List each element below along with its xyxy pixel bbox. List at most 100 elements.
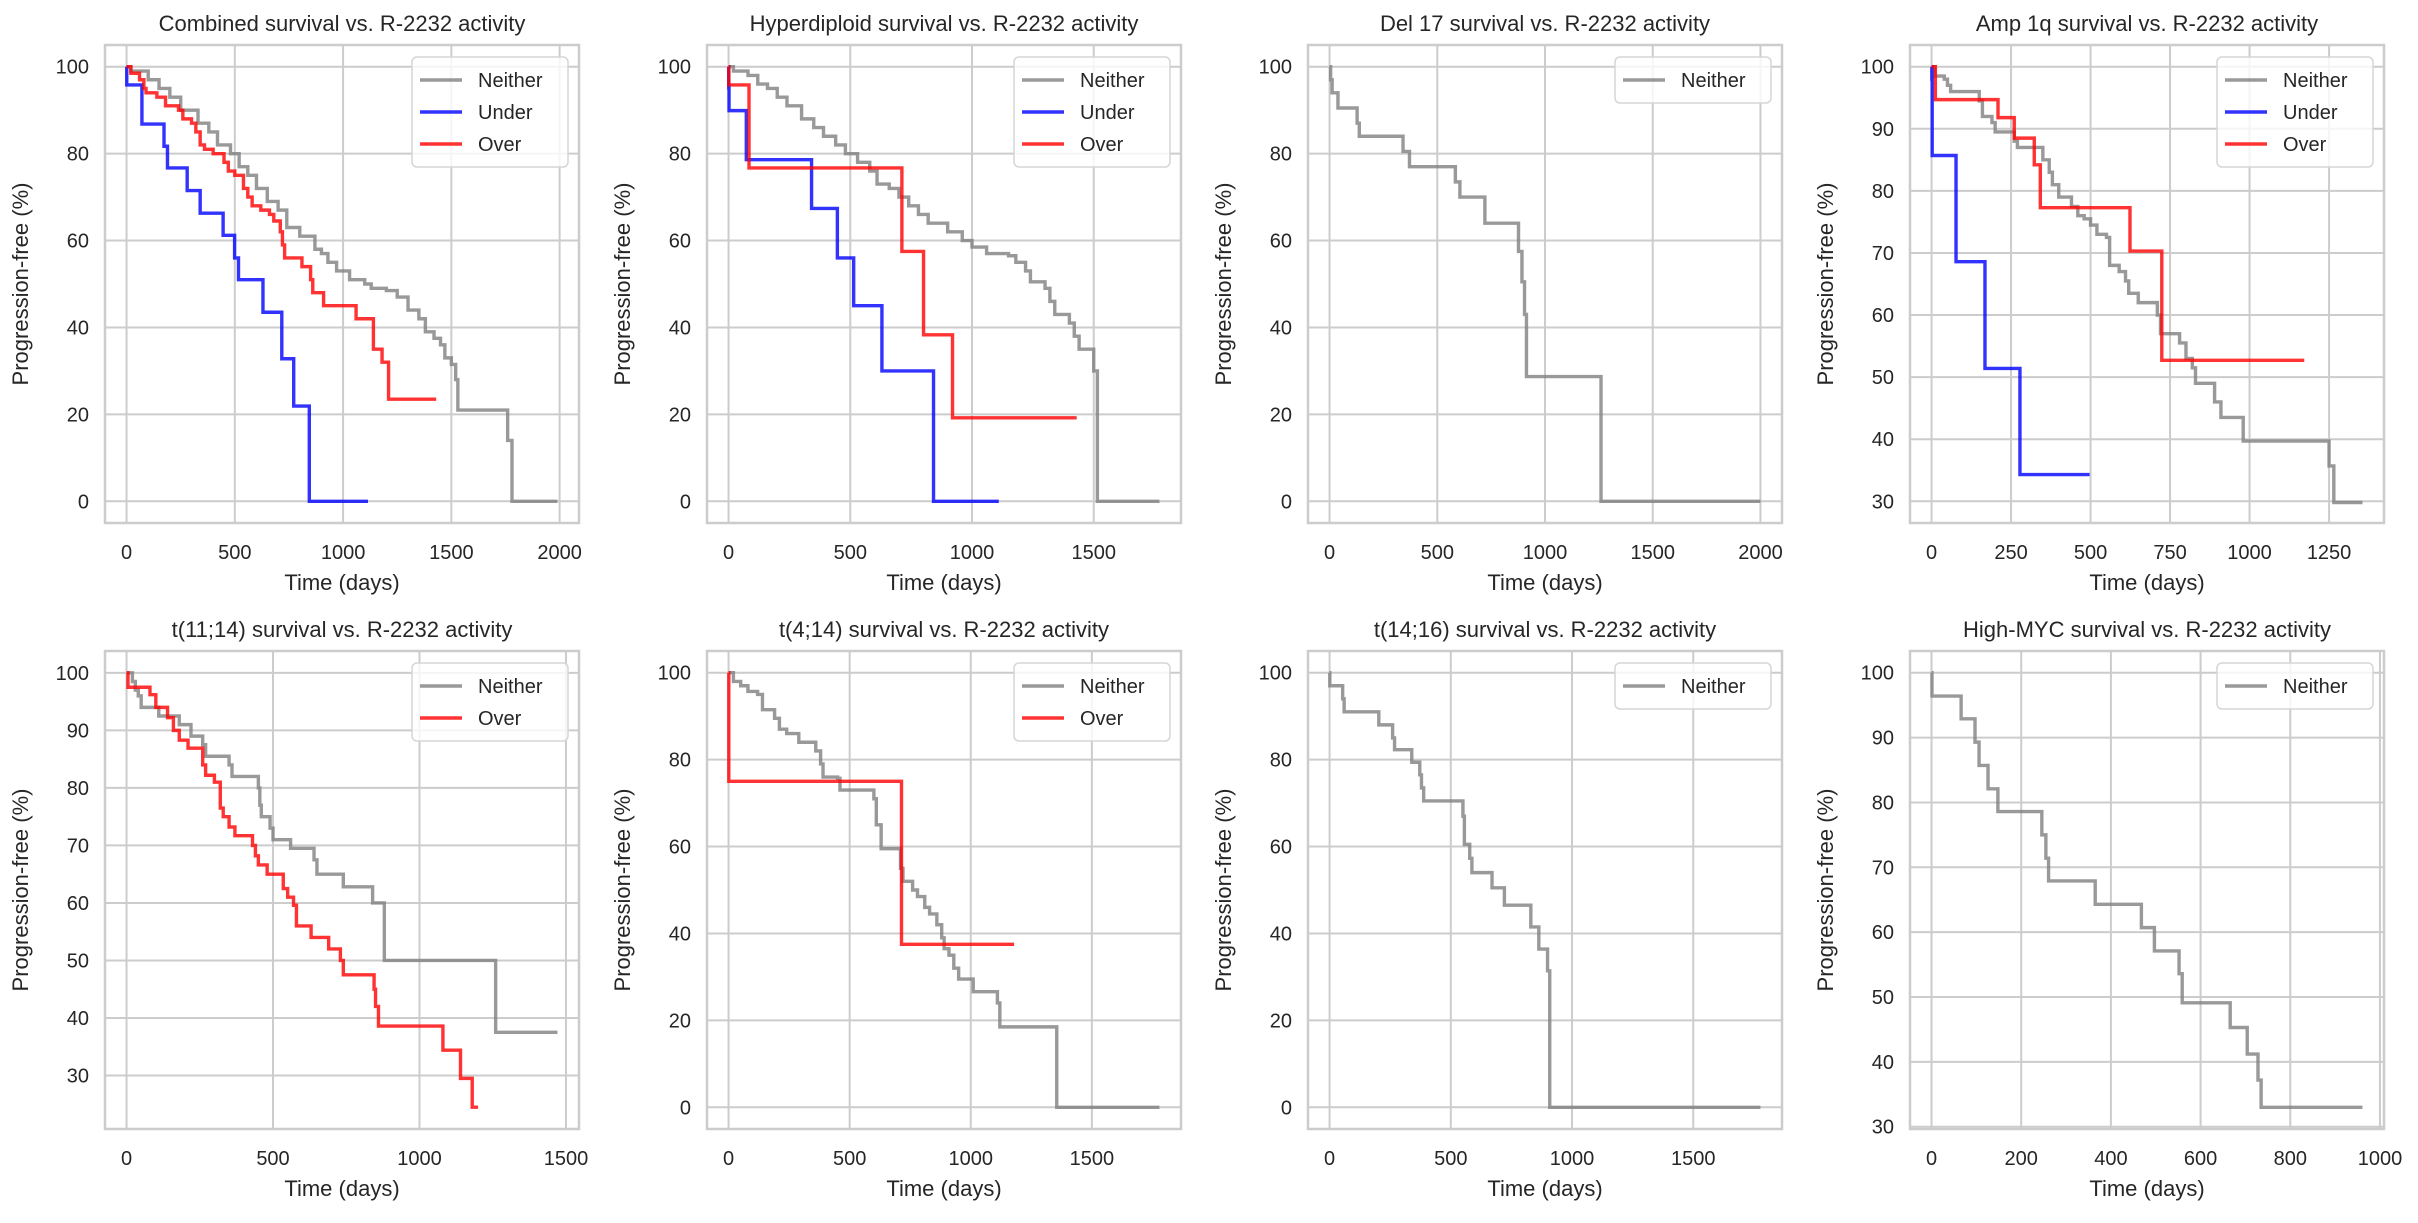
- y-tick-label: 0: [1281, 491, 1292, 513]
- y-tick-label: 80: [1270, 144, 1292, 166]
- legend-box: [2216, 56, 2374, 168]
- y-tick-label: 100: [56, 57, 89, 79]
- legend: Neither Over: [411, 662, 569, 742]
- y-tick-label: 0: [1281, 1097, 1292, 1119]
- chart-title: High-MYC survival vs. R-2232 activity: [1963, 617, 2331, 642]
- legend-item-neither: Neither: [1022, 70, 1145, 92]
- legend-item-over: Over: [1022, 708, 1124, 730]
- legend-box: [1614, 662, 1772, 710]
- legend-item-neither: Neither: [1623, 70, 1746, 92]
- survival-curve-over: [1931, 65, 2305, 363]
- curves: [1328, 65, 1761, 503]
- gridlines: [1910, 651, 2384, 1129]
- legend-item-neither: Neither: [2225, 676, 2348, 698]
- y-tick-label: 60: [1872, 922, 1894, 944]
- y-tick-label: 70: [67, 835, 89, 857]
- x-tick-label: 0: [723, 542, 734, 564]
- curves: [1328, 671, 1761, 1109]
- x-tick-label: 2000: [1738, 542, 1783, 564]
- subplot-3: Del 17 survival vs. R-2232 activity 0 500 1…: [1211, 11, 1784, 595]
- y-tick-label: 100: [56, 663, 89, 685]
- survival-curve-under: [727, 65, 999, 503]
- curves: [1930, 65, 2363, 505]
- legend-label: Neither: [1080, 70, 1145, 92]
- y-tick-label: 100: [1861, 57, 1894, 79]
- y-tick-label: 40: [669, 317, 691, 339]
- y-tick-label: 30: [1872, 491, 1894, 513]
- axes-frame: [1306, 649, 1784, 1131]
- survival-curve-neither: [728, 65, 1160, 503]
- x-tick-label: 1000: [949, 1148, 994, 1170]
- y-tick-label: 40: [67, 1008, 89, 1030]
- x-tick-label: 1500: [1671, 1148, 1716, 1170]
- x-axis-label: Time (days): [2089, 1176, 2204, 1201]
- y-tick-label: 40: [1872, 1052, 1894, 1074]
- axes-frame: [1306, 43, 1784, 525]
- y-tick-label: 0: [78, 491, 89, 513]
- y-axis-label: Progression-free (%): [610, 789, 635, 992]
- x-tick-label: 500: [2074, 542, 2107, 564]
- chart-title: t(14;16) survival vs. R-2232 activity: [1374, 617, 1716, 642]
- x-tick-label: 500: [834, 542, 867, 564]
- x-axis-label: Time (days): [284, 1176, 399, 1201]
- gridlines: [1308, 651, 1782, 1129]
- legend-label: Neither: [1681, 676, 1746, 698]
- x-tick-label: 800: [2274, 1148, 2307, 1170]
- y-axis-label: Progression-free (%): [1211, 789, 1236, 992]
- survival-curve-under: [125, 65, 368, 503]
- curves: [727, 65, 1160, 503]
- x-tick-label: 2000: [537, 542, 582, 564]
- legend-item-neither: Neither: [420, 70, 543, 92]
- x-axis-label: Time (days): [284, 570, 399, 595]
- legend-item-over: Over: [2225, 134, 2327, 156]
- y-tick-label: 100: [658, 57, 691, 79]
- y-tick-label: 90: [67, 720, 89, 742]
- legend-box: [1013, 662, 1171, 742]
- y-tick-label: 80: [669, 144, 691, 166]
- x-axis-label: Time (days): [886, 1176, 1001, 1201]
- curves: [126, 671, 558, 1109]
- x-tick-label: 1500: [544, 1148, 589, 1170]
- curves: [125, 65, 558, 503]
- x-axis-label: Time (days): [886, 570, 1001, 595]
- legend: Neither Under Over: [411, 56, 569, 168]
- survival-curve-neither: [1931, 65, 2363, 505]
- legend-item-over: Over: [420, 134, 522, 156]
- legend-label: Neither: [2283, 70, 2348, 92]
- y-tick-label: 80: [669, 750, 691, 772]
- y-tick-label: 80: [1872, 792, 1894, 814]
- axes-frame: [705, 649, 1183, 1131]
- y-tick-label: 70: [1872, 243, 1894, 265]
- y-tick-label: 20: [1270, 1010, 1292, 1032]
- legend: Neither: [1614, 662, 1772, 710]
- y-tick-label: 40: [67, 317, 89, 339]
- y-tick-label: 80: [1270, 750, 1292, 772]
- subplot-6: t(4;14) survival vs. R-2232 activity 0 500…: [610, 617, 1183, 1201]
- gridlines: [1308, 45, 1782, 523]
- x-tick-label: 1000: [1550, 1148, 1595, 1170]
- y-tick-label: 60: [67, 893, 89, 915]
- survival-curve-neither: [1328, 671, 1761, 1109]
- legend-label: Over: [1080, 134, 1124, 156]
- y-tick-label: 20: [669, 1010, 691, 1032]
- subplot-5: t(11;14) survival vs. R-2232 activity 0 50…: [8, 617, 588, 1201]
- y-tick-label: 40: [669, 923, 691, 945]
- x-tick-label: 1000: [2227, 542, 2272, 564]
- y-tick-label: 50: [1872, 987, 1894, 1009]
- legend-box: [411, 56, 569, 168]
- legend-label: Neither: [478, 70, 543, 92]
- legend: Neither Under Over: [2216, 56, 2374, 168]
- legend-label: Over: [478, 134, 522, 156]
- x-tick-label: 0: [723, 1148, 734, 1170]
- survival-curve-neither: [1930, 671, 2363, 1109]
- y-tick-label: 20: [1270, 404, 1292, 426]
- x-tick-label: 1500: [429, 542, 474, 564]
- x-axis-label: Time (days): [2089, 570, 2204, 595]
- legend-item-neither: Neither: [2225, 70, 2348, 92]
- y-tick-label: 40: [1872, 429, 1894, 451]
- chart-title: Combined survival vs. R-2232 activity: [159, 11, 526, 36]
- chart-title: Amp 1q survival vs. R-2232 activity: [1976, 11, 2318, 36]
- y-tick-label: 30: [1872, 1117, 1894, 1139]
